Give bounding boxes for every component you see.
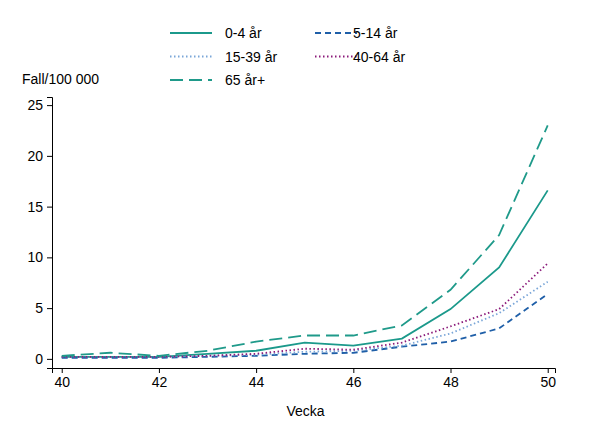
legend: 0-4 år 5-14 år 15-39 år 40-64 år 65 år+ bbox=[170, 25, 405, 88]
legend-swatch bbox=[315, 32, 357, 34]
x-tick-label: 44 bbox=[249, 374, 265, 390]
x-tick-mark bbox=[451, 368, 452, 373]
y-tick-mark bbox=[47, 257, 52, 258]
y-tick: 0 bbox=[35, 351, 52, 367]
y-tick-mark bbox=[47, 207, 52, 208]
y-axis: 0 5 10 15 20 25 bbox=[27, 97, 52, 368]
x-tick-mark bbox=[548, 368, 549, 373]
legend-item: 40-64 år bbox=[315, 49, 405, 65]
x-tick: 48 bbox=[443, 368, 459, 390]
legend-label: 15-39 år bbox=[225, 49, 277, 65]
legend-swatch bbox=[170, 79, 212, 81]
x-tick: 40 bbox=[54, 368, 70, 390]
plot-area bbox=[62, 125, 548, 357]
x-tick-label: 42 bbox=[152, 374, 168, 390]
x-tick-label: 50 bbox=[540, 374, 556, 390]
series-line bbox=[62, 282, 548, 357]
x-tick-mark bbox=[353, 368, 354, 373]
y-axis-line bbox=[47, 98, 53, 369]
y-tick-label: 20 bbox=[27, 148, 43, 164]
x-axis: 40 42 44 46 48 50 bbox=[53, 368, 557, 390]
y-tick-mark bbox=[47, 156, 52, 157]
y-tick: 5 bbox=[35, 300, 52, 316]
y-tick-label: 15 bbox=[27, 199, 43, 215]
x-tick-label: 46 bbox=[346, 374, 362, 390]
series-line bbox=[62, 190, 548, 356]
legend-item: 65 år+ bbox=[170, 72, 265, 88]
legend-item: 0-4 år bbox=[170, 25, 262, 41]
x-axis-title: Vecka bbox=[286, 403, 324, 419]
x-tick-label: 48 bbox=[443, 374, 459, 390]
y-tick: 10 bbox=[27, 249, 52, 265]
series-line bbox=[62, 125, 548, 355]
y-tick-mark bbox=[47, 105, 52, 106]
legend-item: 5-14 år bbox=[315, 25, 398, 41]
y-tick-mark bbox=[47, 359, 52, 360]
y-tick-label: 10 bbox=[27, 249, 43, 265]
x-tick-label: 40 bbox=[54, 374, 70, 390]
legend-swatch bbox=[170, 32, 212, 34]
y-tick: 25 bbox=[27, 97, 52, 113]
legend-label: 0-4 år bbox=[225, 25, 262, 41]
x-tick-mark bbox=[256, 368, 257, 373]
y-tick-label: 25 bbox=[27, 97, 43, 113]
x-tick: 50 bbox=[540, 368, 556, 390]
x-tick: 44 bbox=[249, 368, 265, 390]
legend-label: 5-14 år bbox=[353, 25, 398, 41]
legend-label: 65 år+ bbox=[225, 72, 265, 88]
x-tick: 42 bbox=[152, 368, 168, 390]
x-tick: 46 bbox=[346, 368, 362, 390]
x-tick-mark bbox=[159, 368, 160, 373]
y-tick: 15 bbox=[27, 199, 52, 215]
y-tick-label: 5 bbox=[35, 300, 43, 316]
series-line bbox=[62, 294, 548, 358]
series-line bbox=[62, 263, 548, 356]
y-axis-title: Fall/100 000 bbox=[22, 71, 99, 87]
y-tick: 20 bbox=[27, 148, 52, 164]
chart: 0 5 10 15 20 25 40 42 44 46 48 50 Fall/100 000 Vecka 0… bbox=[0, 0, 594, 432]
legend-label: 40-64 år bbox=[353, 49, 405, 65]
y-tick-label: 0 bbox=[35, 351, 43, 367]
legend-swatch bbox=[315, 56, 357, 58]
legend-swatch bbox=[170, 56, 212, 58]
x-axis-line bbox=[53, 369, 556, 374]
legend-item: 15-39 år bbox=[170, 49, 277, 65]
y-tick-mark bbox=[47, 308, 52, 309]
x-tick-mark bbox=[62, 368, 63, 373]
